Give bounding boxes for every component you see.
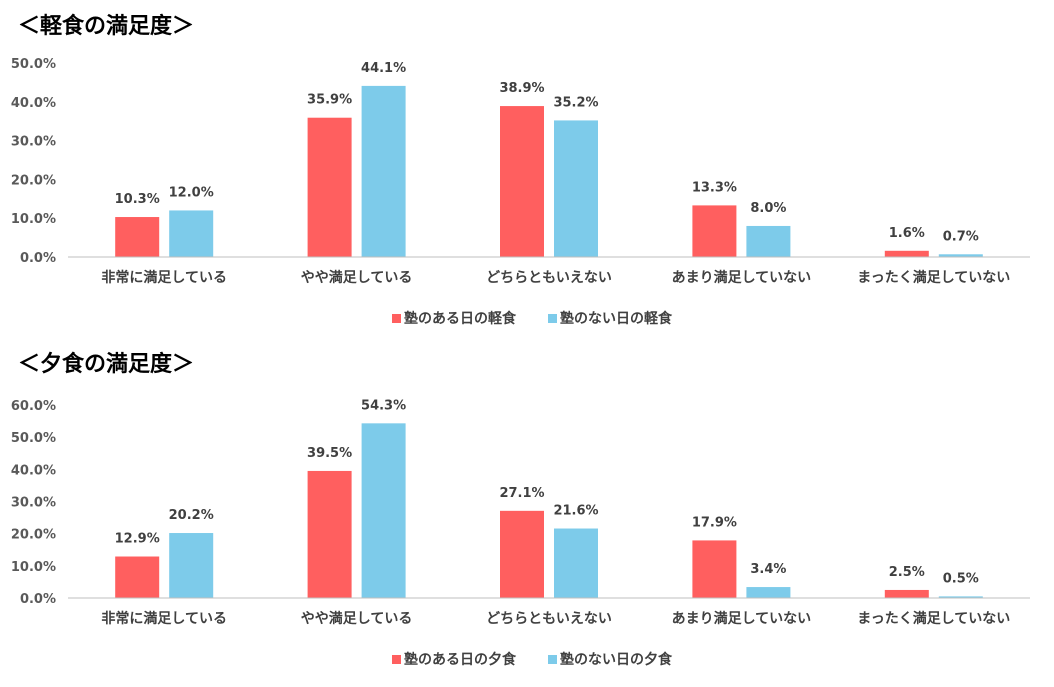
bar xyxy=(169,533,214,598)
y-tick-label: 30.0% xyxy=(11,135,56,150)
bar xyxy=(884,250,929,257)
bar xyxy=(692,540,737,598)
data-label: 54.3% xyxy=(361,398,406,413)
legend-label: 塾のある日の夕食 xyxy=(404,651,517,668)
data-label: 39.5% xyxy=(307,446,352,461)
y-tick-label: 0.0% xyxy=(20,251,56,266)
category-label: 非常に満足している xyxy=(101,610,227,627)
data-label: 27.1% xyxy=(499,486,544,501)
bar xyxy=(361,85,406,257)
legend-label: 塾のない日の軽食 xyxy=(560,310,673,327)
data-label: 20.2% xyxy=(169,508,214,523)
category-label: どちらともいえない xyxy=(486,270,612,286)
bar xyxy=(115,556,160,598)
bar xyxy=(746,587,791,598)
category-label: あまり満足していない xyxy=(672,269,812,286)
data-label: 21.6% xyxy=(553,504,598,519)
legend-label: 塾のある日の軽食 xyxy=(404,310,517,327)
legend-swatch xyxy=(392,655,401,664)
data-label: 8.0% xyxy=(750,201,786,216)
data-label: 12.9% xyxy=(115,532,160,547)
data-label: 3.4% xyxy=(750,562,786,577)
y-tick-label: 20.0% xyxy=(11,173,56,188)
data-label: 0.7% xyxy=(943,229,979,244)
data-label: 0.5% xyxy=(943,571,979,586)
y-tick-label: 10.0% xyxy=(11,212,56,227)
data-label: 35.2% xyxy=(553,95,598,110)
data-label: 12.0% xyxy=(169,185,214,200)
category-label: やや満足している xyxy=(301,269,413,286)
bar xyxy=(746,225,791,257)
category-label: まったく満足していない xyxy=(857,269,1010,286)
category-label: あまり満足していない xyxy=(672,610,812,627)
chart-title-snack: ＜軽食の満足度＞ xyxy=(18,14,195,39)
bar xyxy=(361,423,406,598)
bar xyxy=(938,596,983,598)
snack-satisfaction-chart: 0.0% 10.0% 20.0% 30.0% 40.0% 50.0% 10.3% 12.0% 非… xyxy=(11,57,1030,327)
category-label: まったく満足していない xyxy=(857,610,1010,627)
bar xyxy=(115,217,160,257)
data-label: 1.6% xyxy=(889,226,925,241)
data-label: 35.9% xyxy=(307,93,352,108)
data-label: 10.3% xyxy=(115,192,160,207)
legend-swatch xyxy=(392,314,401,323)
legend-label: 塾のない日の夕食 xyxy=(560,651,673,668)
legend-swatch xyxy=(548,655,557,664)
category-label: やや満足している xyxy=(301,610,413,627)
bar xyxy=(554,528,598,598)
category-label: どちらともいえない xyxy=(486,611,612,627)
bar xyxy=(692,205,737,257)
data-label: 38.9% xyxy=(499,81,544,96)
y-tick-label: 50.0% xyxy=(11,431,56,446)
dinner-satisfaction-chart: 0.0% 10.0% 20.0% 30.0% 40.0% 50.0% 60.0% 12.9% 2… xyxy=(11,398,1030,668)
category-label: 非常に満足している xyxy=(101,269,227,286)
chart-title-dinner: ＜夕食の満足度＞ xyxy=(18,352,195,377)
legend-swatch xyxy=(548,314,557,323)
data-label: 13.3% xyxy=(692,180,737,195)
data-label: 2.5% xyxy=(889,565,925,580)
y-tick-label: 60.0% xyxy=(11,399,56,414)
y-tick-label: 40.0% xyxy=(11,96,56,111)
bar xyxy=(554,120,598,257)
bar xyxy=(500,510,544,598)
y-tick-label: 40.0% xyxy=(11,463,56,478)
data-label: 17.9% xyxy=(692,515,737,530)
bar xyxy=(307,470,352,598)
y-tick-label: 50.0% xyxy=(11,57,56,72)
bar xyxy=(884,589,929,598)
y-tick-label: 0.0% xyxy=(20,592,56,607)
bar xyxy=(500,106,544,258)
y-tick-label: 30.0% xyxy=(11,496,56,511)
bar xyxy=(938,254,983,257)
bar xyxy=(307,117,352,257)
y-tick-label: 10.0% xyxy=(11,560,56,575)
data-label: 44.1% xyxy=(361,61,406,76)
bar xyxy=(169,210,214,257)
y-tick-label: 20.0% xyxy=(11,528,56,543)
